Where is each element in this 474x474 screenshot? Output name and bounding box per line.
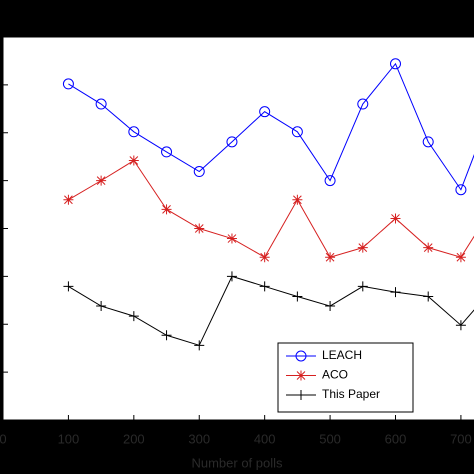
plot (3, 58, 474, 420)
marker (324, 175, 336, 187)
marker (63, 194, 74, 205)
marker (455, 320, 466, 331)
marker (95, 98, 107, 110)
marker (226, 271, 237, 282)
marker (63, 281, 74, 292)
legend-label: ACO (322, 368, 348, 382)
x-tick-label: 500 (319, 431, 341, 446)
x-tick-label: 100 (58, 431, 80, 446)
marker (259, 252, 270, 263)
marker (226, 233, 237, 244)
marker (193, 166, 205, 178)
marker (161, 204, 172, 215)
marker (357, 98, 369, 110)
marker (296, 370, 306, 381)
marker (161, 330, 172, 341)
marker (96, 175, 107, 186)
marker (292, 291, 303, 302)
x-axis-label: Number of polls (191, 455, 283, 470)
series-line (68, 62, 474, 191)
marker (422, 136, 434, 148)
marker (128, 155, 139, 166)
marker (357, 281, 368, 292)
marker (423, 242, 434, 253)
marker (325, 301, 336, 312)
x-tick-label: 200 (123, 431, 145, 446)
marker (96, 301, 107, 312)
series-line (68, 275, 474, 346)
x-tick-label: 700 (450, 431, 472, 446)
marker (390, 58, 401, 70)
legend-label: LEACH (322, 348, 362, 362)
x-tick-label: 600 (385, 431, 407, 446)
series-line (68, 159, 474, 258)
marker (62, 78, 74, 90)
marker (194, 340, 205, 351)
marker (455, 184, 467, 196)
marker (325, 252, 336, 263)
marker (292, 194, 303, 205)
marker (194, 223, 205, 234)
marker (455, 252, 466, 263)
marker (128, 311, 139, 322)
marker (296, 390, 306, 400)
marker (259, 106, 271, 118)
marker (226, 136, 238, 148)
marker (357, 242, 368, 253)
marker (128, 126, 140, 138)
marker (259, 281, 270, 292)
x-tick-label: 300 (188, 431, 210, 446)
marker (390, 213, 401, 224)
x-tick-label: 0 (0, 431, 7, 446)
marker (291, 126, 303, 138)
marker (390, 287, 401, 298)
legend-label: This Paper (322, 387, 380, 401)
marker (423, 291, 434, 302)
marker (295, 350, 307, 362)
x-tick-label: 400 (254, 431, 276, 446)
marker (161, 146, 173, 158)
